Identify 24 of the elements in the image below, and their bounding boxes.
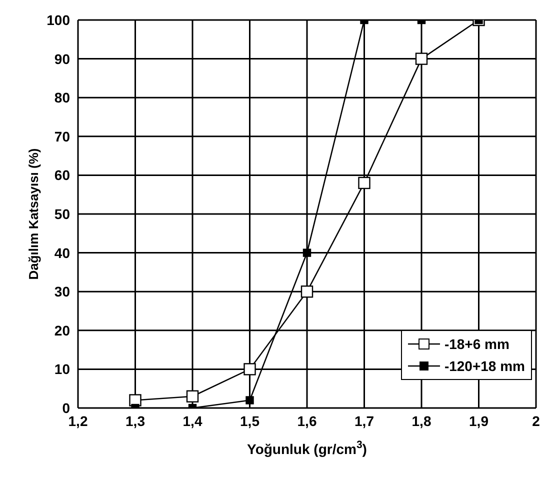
y-tick-label: 90 (54, 50, 70, 67)
x-tick-label: 1,3 (126, 412, 146, 429)
x-tick-label: 1,4 (182, 412, 202, 429)
y-axis-title: Dağılım Katsayısı (%) (26, 148, 41, 280)
y-tick-label: 10 (54, 361, 70, 378)
y-tick-label: 20 (54, 322, 70, 338)
y-tick-label: 60 (54, 167, 70, 184)
x-tick-label: 1,2 (68, 412, 88, 429)
x-axis-title: Yoğunluk (gr/cm$^{3}$) (247, 439, 367, 457)
x-tick-label: 1,5 (240, 412, 260, 429)
x-tick-label: 1,8 (412, 412, 432, 429)
legend-label: -18+6 mm (444, 335, 510, 354)
y-tick-label: 70 (54, 128, 70, 144)
x-tick-label: 1,6 (297, 412, 317, 429)
y-tick-label: 0 (62, 400, 70, 416)
x-tick-label: 1,9 (469, 412, 489, 429)
y-tick-label: 30 (54, 284, 70, 300)
y-tick-label: 100 (46, 12, 70, 28)
x-tick-label: 2 (532, 412, 540, 429)
y-tick-label: 80 (54, 90, 70, 106)
legend-label: -120+18 mm (444, 357, 525, 376)
y-tick-label: 50 (54, 206, 70, 222)
x-tick-label: 1,7 (354, 412, 374, 429)
y-tick-label: 40 (54, 244, 70, 261)
